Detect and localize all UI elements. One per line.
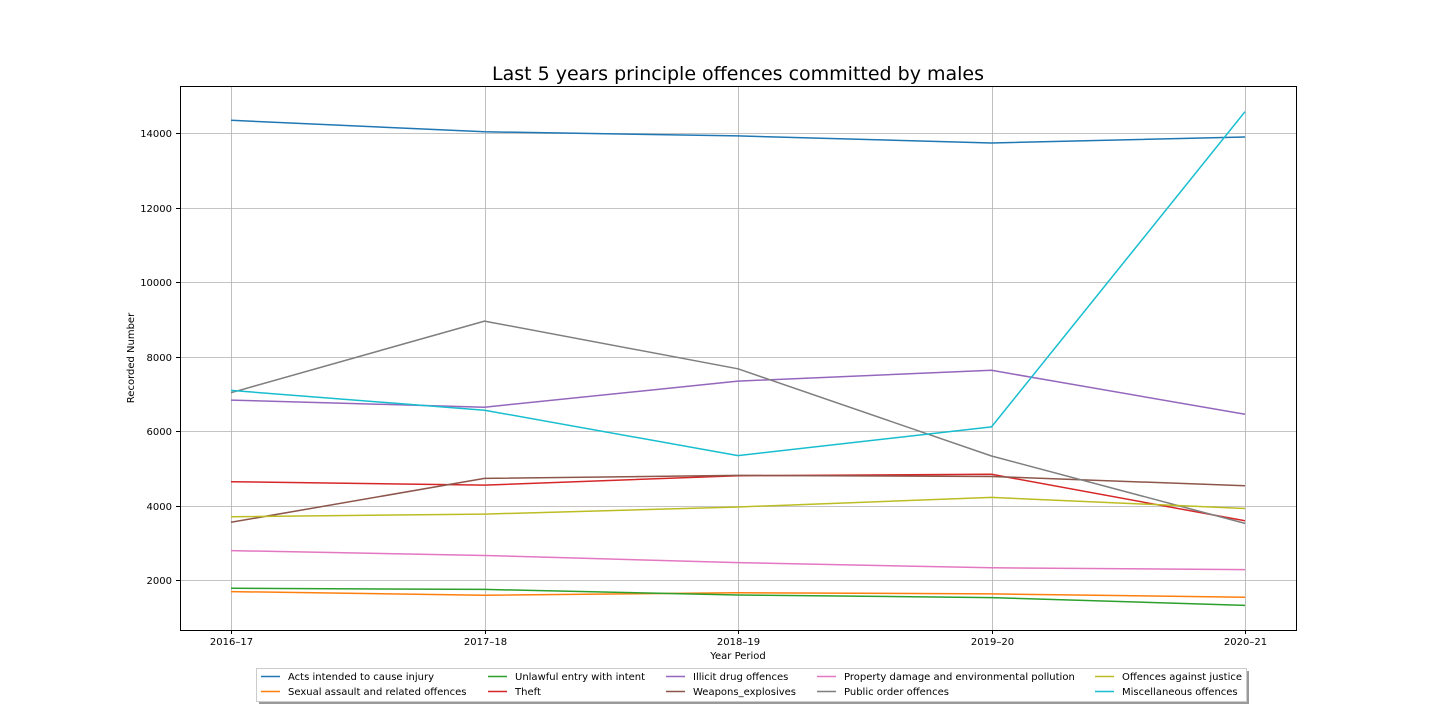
y-tick-label: 10000 [140,278,172,289]
legend-label: Property damage and environmental pollut… [844,672,1075,683]
x-tick-label: 2016–17 [210,637,253,648]
legend-label: Public order offences [844,687,949,698]
series-line-acts-intended-to-cause-injury [230,119,1246,144]
series-line-sexual-assault-and-related-offences [230,590,1246,598]
series-layer [230,111,1246,607]
legend: Acts intended to cause injury Sexual assa… [256,668,1249,704]
series-line-illicit-drug-offences [230,369,1246,416]
series-line-unlawful-entry-with-intent [230,587,1246,607]
chart-title: Last 5 years principle offences committe… [492,63,984,85]
legend-label: Unlawful entry with intent [515,672,645,683]
x-tick-label: 2017–18 [464,637,507,648]
series-line-miscellaneous-offences [230,111,1246,457]
series-line-property-damage-and-environmental-pollution [230,549,1246,571]
y-tick-label: 6000 [147,427,172,438]
series-line-theft [230,473,1246,522]
series-line-weapons-explosives [230,474,1246,524]
series-line-public-order-offences [230,320,1246,525]
legend-label: Weapons_explosives [693,687,796,698]
series-line-offences-against-justice [230,496,1246,518]
y-axis: 2000 4000 6000 8000 10000 12000 14000 [140,129,180,587]
legend-label: Acts intended to cause injury [288,672,434,683]
legend-box [256,668,1247,702]
y-axis-label: Recorded Number [126,312,137,403]
y-tick-label: 4000 [147,502,172,513]
x-tick-label: 2020–21 [1224,637,1267,648]
grid-layer [180,86,1296,630]
legend-label: Offences against justice [1122,672,1242,683]
legend-label: Miscellaneous offences [1122,687,1238,698]
x-axis-label: Year Period [709,651,766,662]
y-tick-label: 2000 [147,576,172,587]
y-tick-label: 12000 [140,204,172,215]
legend-label: Theft [514,687,541,698]
y-tick-label: 8000 [147,353,172,364]
x-tick-label: 2019–20 [971,637,1014,648]
x-tick-label: 2018–19 [717,637,760,648]
legend-label: Illicit drug offences [693,672,788,683]
x-axis: 2016–17 2017–18 2018–19 2019–20 2020–21 [210,630,1267,648]
legend-label: Sexual assault and related offences [288,687,466,698]
y-tick-label: 14000 [140,129,172,140]
